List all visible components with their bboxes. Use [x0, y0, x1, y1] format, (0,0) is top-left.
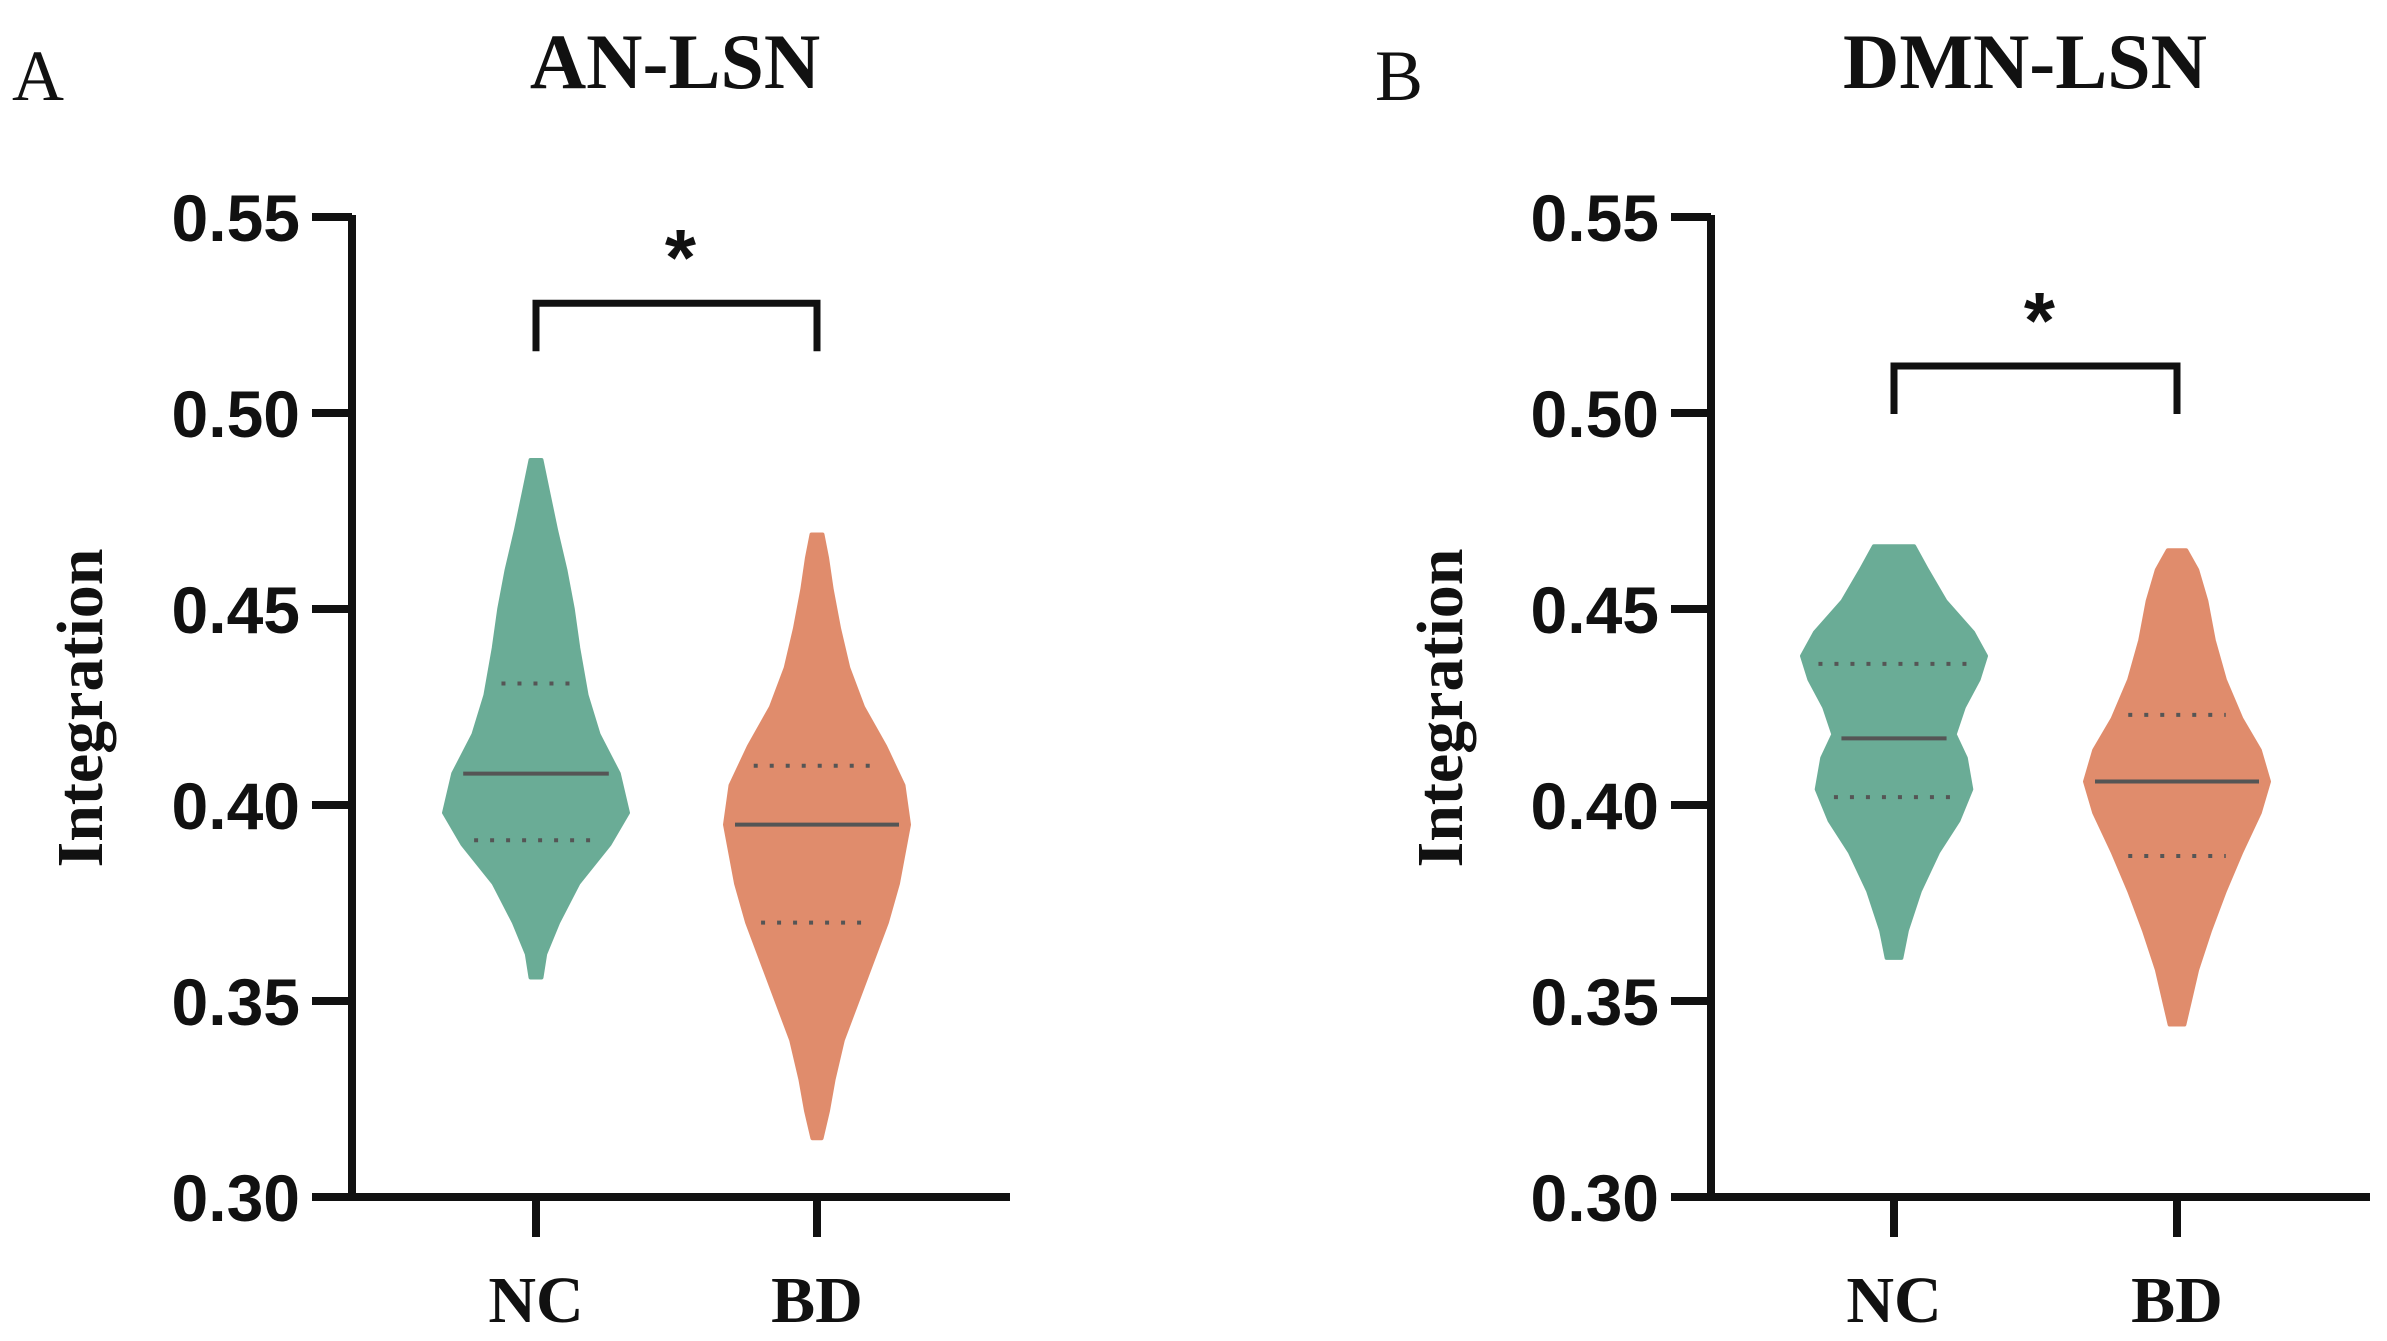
panel-a-y-tick-label: 0.35: [172, 965, 300, 1039]
panel-a-y-tick-label: 0.50: [172, 377, 300, 451]
panel-a-x-tick-label-bd: BD: [771, 1264, 863, 1337]
panel-b-y-tick-label: 0.35: [1531, 965, 1659, 1039]
panel-b-significance-label: *: [2024, 276, 2056, 365]
panel-a-y-tick-label: 0.45: [172, 573, 300, 647]
panel-a-y-tick-label: 0.30: [172, 1161, 300, 1235]
panel-a-significance-bracket: [532, 299, 821, 352]
panel-b-y-tick-label: 0.30: [1531, 1161, 1659, 1235]
panel-a-y-tick-label: 0.55: [172, 181, 300, 255]
panel-b-x-tick-label-nc: NC: [1846, 1264, 1941, 1337]
panel-a-violin-bd: [723, 532, 911, 1141]
panel-a-y-axis-label: Integration: [44, 549, 117, 868]
panel-b-y-axis-label: Integration: [1404, 549, 1477, 868]
panel-b-y-tick-label: 0.50: [1531, 377, 1659, 451]
panel-a-letter: A: [12, 36, 64, 116]
panel-b-violin-bd: [2083, 548, 2271, 1027]
panel-a-title: AN-LSN: [530, 18, 820, 105]
panel-b: B DMN-LSN Integration 0.300.350.400.450.…: [1375, 18, 2370, 1337]
panel-b-y-tick-label: 0.40: [1531, 769, 1659, 843]
panel-a-y-tick-label: 0.40: [172, 769, 300, 843]
panel-b-letter: B: [1375, 36, 1423, 116]
panel-b-significance-bracket: [1890, 362, 2181, 414]
panel-b-x-tick-label-bd: BD: [2131, 1264, 2223, 1337]
panel-a-violin-nc: [442, 458, 630, 980]
panel-b-plot: 0.30 0.35 0.40 0.45 0.50 0.55 NC BD *: [1531, 181, 2370, 1337]
panel-b-y-tick-label: 0.45: [1531, 573, 1659, 647]
panel-a: A AN-LSN Integration 0.30 0.35 0.40 0.45 0.5…: [12, 18, 1010, 1337]
panel-b-y-tick-label: 0.55: [1531, 181, 1659, 255]
panel-b-title: DMN-LSN: [1843, 18, 2207, 105]
panel-a-x-tick-label-nc: NC: [488, 1264, 583, 1337]
panel-b-violin-nc: [1800, 544, 1988, 960]
panel-a-plot: 0.30 0.35 0.40 0.45 0.50 0.55 NC BD *: [172, 181, 1010, 1337]
panel-a-significance-label: *: [665, 213, 697, 302]
